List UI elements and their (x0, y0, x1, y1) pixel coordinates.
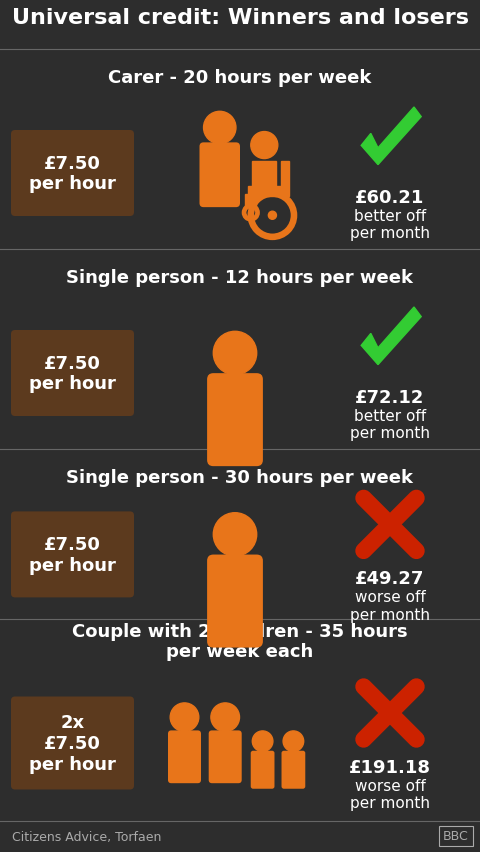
Circle shape (252, 731, 273, 751)
Text: £49.27: £49.27 (355, 570, 425, 588)
Text: Couple with 2 children - 35 hours
per week each: Couple with 2 children - 35 hours per we… (72, 622, 408, 660)
Polygon shape (245, 194, 256, 208)
Text: Single person - 30 hours per week: Single person - 30 hours per week (67, 469, 413, 486)
Circle shape (211, 703, 240, 732)
Circle shape (268, 212, 276, 220)
Text: £7.50
per hour: £7.50 per hour (29, 535, 116, 574)
Circle shape (251, 132, 278, 159)
FancyBboxPatch shape (11, 331, 134, 417)
FancyBboxPatch shape (251, 751, 275, 789)
Polygon shape (361, 108, 421, 165)
Text: 2x
£7.50
per hour: 2x £7.50 per hour (29, 713, 116, 773)
Circle shape (283, 731, 304, 751)
FancyBboxPatch shape (11, 131, 134, 216)
Text: £191.18: £191.18 (349, 758, 431, 776)
FancyBboxPatch shape (11, 697, 134, 790)
Circle shape (170, 703, 199, 732)
FancyBboxPatch shape (11, 512, 134, 598)
Text: £60.21: £60.21 (355, 189, 425, 207)
Text: BBC: BBC (443, 830, 469, 843)
Circle shape (213, 513, 257, 556)
FancyBboxPatch shape (207, 374, 263, 467)
Circle shape (213, 332, 257, 375)
Text: £7.50
per hour: £7.50 per hour (29, 354, 116, 393)
Circle shape (204, 112, 236, 145)
Text: Citizens Advice, Torfaen: Citizens Advice, Torfaen (12, 831, 161, 843)
FancyBboxPatch shape (209, 730, 242, 783)
FancyBboxPatch shape (200, 143, 240, 208)
Text: £72.12: £72.12 (355, 389, 425, 406)
Text: Single person - 12 hours per week: Single person - 12 hours per week (67, 268, 413, 286)
Polygon shape (248, 187, 286, 197)
Text: Universal credit: Winners and losers: Universal credit: Winners and losers (12, 8, 469, 28)
Text: better off
per month: better off per month (350, 209, 430, 241)
Text: Carer - 20 hours per week: Carer - 20 hours per week (108, 69, 372, 87)
Text: worse off
per month: worse off per month (350, 778, 430, 810)
Text: better off
per month: better off per month (350, 408, 430, 440)
FancyBboxPatch shape (168, 730, 201, 783)
Polygon shape (280, 162, 288, 197)
FancyBboxPatch shape (281, 751, 305, 789)
Polygon shape (361, 308, 421, 366)
FancyBboxPatch shape (207, 555, 263, 648)
Text: £7.50
per hour: £7.50 per hour (29, 154, 116, 193)
Polygon shape (252, 162, 276, 187)
Text: worse off
per month: worse off per month (350, 590, 430, 622)
